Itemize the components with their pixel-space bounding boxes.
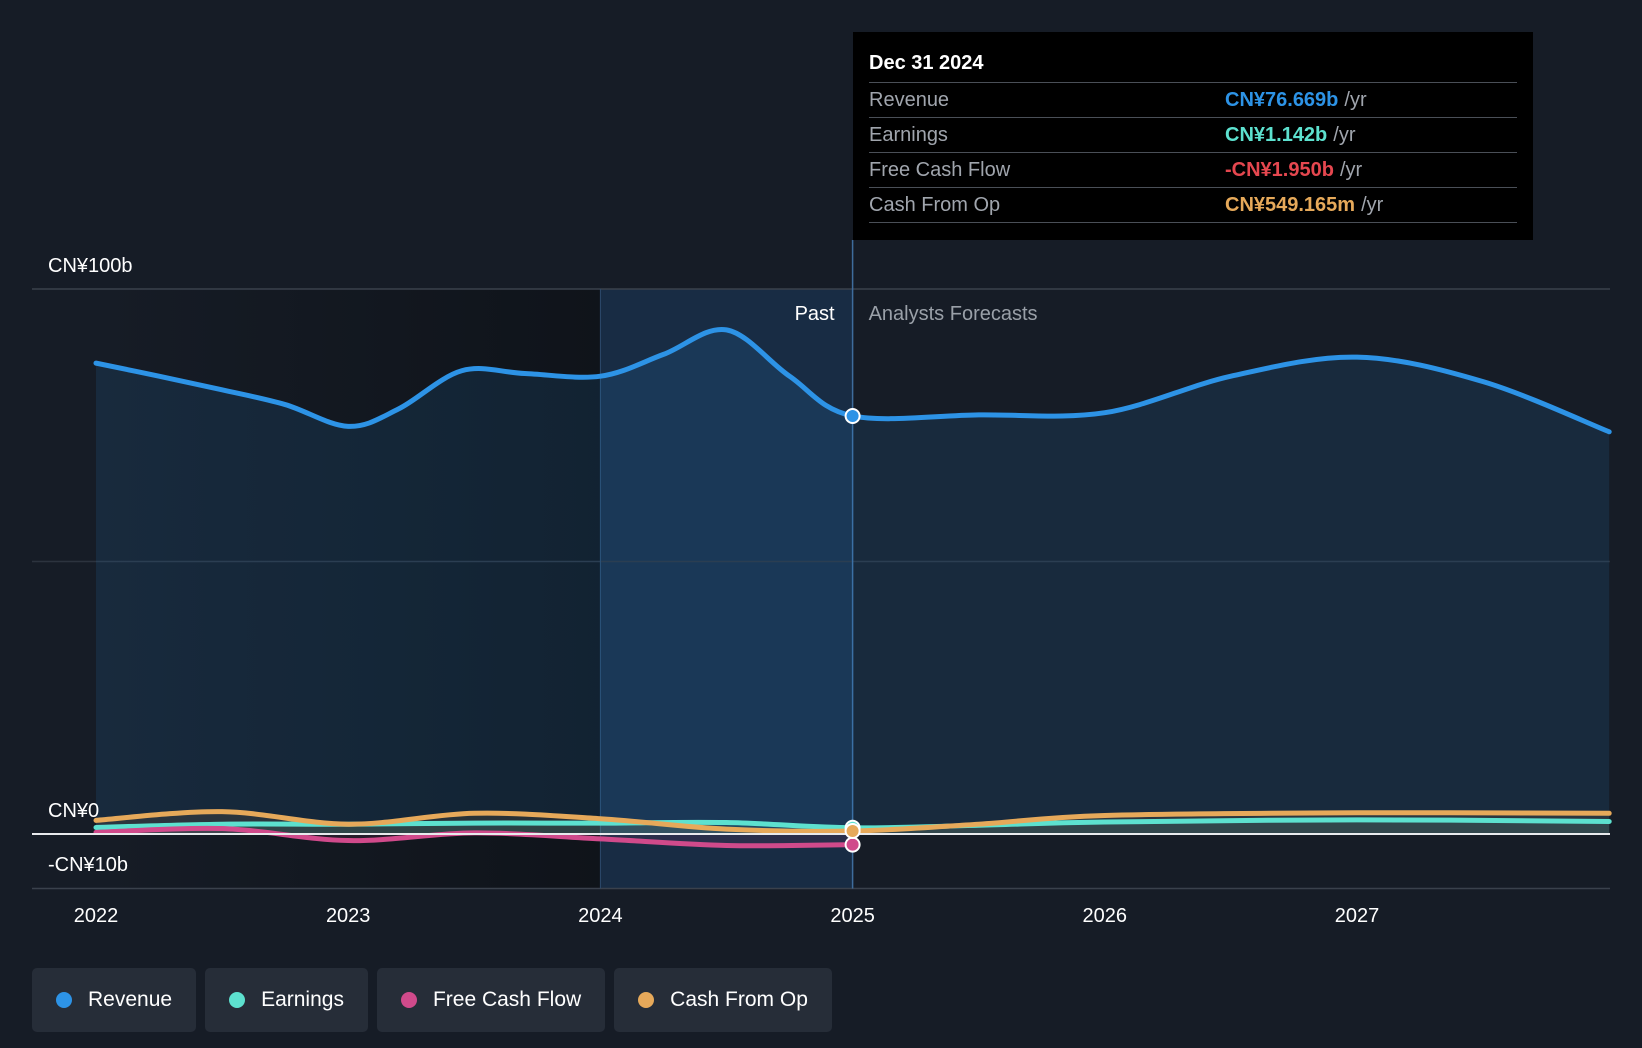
legend-dot-icon: [400, 992, 417, 1008]
tooltip-value: CN¥76.669b: [1225, 89, 1339, 111]
highlight-band: [600, 289, 853, 889]
x-tick-label: 2026: [1083, 905, 1128, 927]
tooltip-row-revenue: Revenue CN¥76.669b /yr: [869, 82, 1517, 117]
tooltip-value: -CN¥1.950b: [1225, 159, 1334, 181]
revenue-marker: [844, 407, 861, 424]
x-tick-label: 2022: [74, 905, 119, 927]
free-cash-flow-marker: [844, 836, 861, 853]
cash-from-op-marker: [844, 823, 861, 840]
legend-dot-icon: [229, 992, 246, 1008]
free-cash-flow-line: [93, 825, 856, 849]
cash-from-op-area: [96, 811, 1610, 834]
x-tick-label: 2023: [326, 905, 371, 927]
tooltip-panel: Dec 31 2024 Revenue CN¥76.669b /yr Earni…: [853, 32, 1533, 240]
past-label: Past: [795, 303, 835, 325]
tooltip-row-cash-from-op: Cash From Op CN¥549.165m /yr: [869, 187, 1517, 223]
legend-dot-icon: [56, 992, 72, 1008]
tooltip-unit: /yr: [1344, 89, 1367, 111]
x-tick-label: 2024: [578, 905, 623, 927]
tooltip-value: CN¥1.142b: [1225, 124, 1328, 146]
tooltip-date: Dec 31 2024: [869, 52, 984, 74]
legend-item-earnings[interactable]: Earnings: [205, 968, 368, 1032]
tooltip-row-free-cash-flow: Free Cash Flow -CN¥1.950b /yr: [869, 152, 1517, 187]
legend-item-free-cash-flow[interactable]: Free Cash Flow: [376, 968, 606, 1032]
tooltip-label: Earnings: [869, 124, 948, 146]
past-shade-band: [96, 289, 601, 889]
tooltip-unit: /yr: [1361, 194, 1384, 216]
legend: Revenue Earnings Free Cash Flow Cash Fro…: [32, 968, 832, 1032]
legend-label: Revenue: [88, 988, 173, 1011]
tooltip-unit: /yr: [1333, 124, 1356, 146]
x-tick-label: 2027: [1335, 905, 1380, 927]
legend-label: Free Cash Flow: [432, 988, 582, 1011]
tooltip-unit: /yr: [1339, 159, 1363, 181]
tooltip-label: Cash From Op: [869, 194, 1001, 216]
y-label-zero: CN¥0: [48, 800, 99, 822]
tooltip-label: Free Cash Flow: [869, 159, 1011, 181]
revenue-line: [93, 327, 1612, 435]
legend-dot-icon: [638, 992, 655, 1008]
x-tick-label: 2025: [830, 905, 875, 927]
y-label-top: CN¥100b: [48, 255, 133, 277]
cash-from-op-line: [93, 809, 1612, 834]
legend-item-revenue[interactable]: Revenue: [32, 968, 197, 1032]
tooltip-label: Revenue: [869, 89, 950, 111]
tooltip-row-earnings: Earnings CN¥1.142b /yr: [869, 117, 1517, 152]
legend-label: Cash From Op: [670, 988, 808, 1011]
y-label-bottom: -CN¥10b: [48, 854, 128, 876]
forecast-label: Analysts Forecasts: [869, 303, 1038, 325]
legend-label: Earnings: [261, 988, 344, 1011]
revenue-area: [96, 329, 1610, 834]
tooltip-value: CN¥549.165m: [1225, 194, 1356, 216]
legend-item-cash-from-op[interactable]: Cash From Op: [614, 968, 832, 1032]
